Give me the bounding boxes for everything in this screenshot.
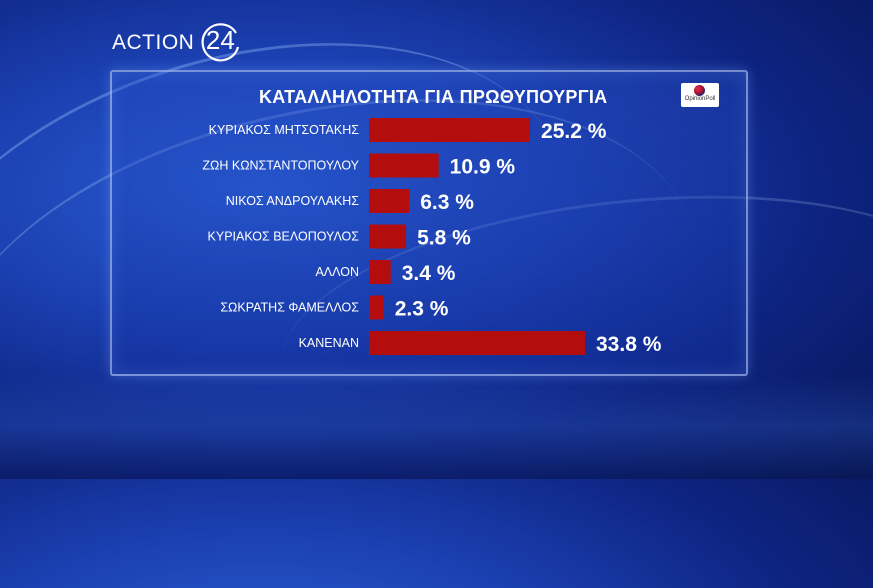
background-floor-reflection — [0, 374, 873, 479]
category-label: ΣΩΚΡΑΤΗΣ ΦΑΜΕΛΛΟΣ — [220, 301, 359, 315]
value-label: 2.3 % — [395, 298, 449, 321]
bar — [369, 118, 531, 142]
channel-logo-number: 24 — [205, 25, 235, 55]
value-label: 33.8 % — [596, 333, 662, 356]
pollster-globe-icon — [694, 85, 705, 96]
bar — [369, 331, 585, 355]
pollster-name: OpinionPoll — [684, 96, 716, 102]
channel-logo: ACTION 24 — [112, 20, 242, 66]
category-label: ΝΙΚΟΣ ΑΝΔΡΟΥΛΑΚΗΣ — [226, 194, 360, 208]
value-label: 10.9 % — [450, 156, 516, 179]
value-label: 3.4 % — [402, 262, 456, 285]
category-label: ΚΑΝΕΝΑΝ — [299, 336, 359, 350]
category-label: ΚΥΡΙΑΚΟΣ ΜΗΤΣΟΤΑΚΗΣ — [209, 123, 360, 137]
bar — [369, 295, 384, 320]
value-label: 6.3 % — [420, 191, 474, 214]
channel-logo-badge: 24 — [198, 21, 242, 65]
value-label: 25.2 % — [541, 120, 607, 143]
bar-chart: ΚΥΡΙΑΚΟΣ ΜΗΤΣΟΤΑΚΗΣ 25.2 % ΖΩΗ ΚΩΝΣΤΑΝΤΟΠΟ… — [202, 118, 662, 356]
category-label: ΚΥΡΙΑΚΟΣ ΒΕΛΟΠΟΥΛΟΣ — [208, 230, 360, 244]
bar — [369, 189, 410, 213]
bar — [369, 153, 439, 178]
pollster-logo: OpinionPoll — [681, 83, 719, 107]
category-label: ΑΛΛΟΝ — [315, 265, 359, 279]
bar — [369, 260, 391, 284]
bar — [369, 224, 407, 249]
category-label: ΖΩΗ ΚΩΝΣΤΑΝΤΟΠΟΥΛΟΥ — [202, 159, 359, 173]
value-label: 5.8 % — [417, 227, 471, 250]
channel-logo-text: ACTION — [112, 31, 195, 54]
logo-ring-icon — [201, 23, 240, 62]
chart-title: ΚΑΤΑΛΛΗΛΟΤΗΤΑ ΓΙΑ ΠΡΩΘΥΠΟΥΡΓΙΑ — [259, 87, 608, 107]
